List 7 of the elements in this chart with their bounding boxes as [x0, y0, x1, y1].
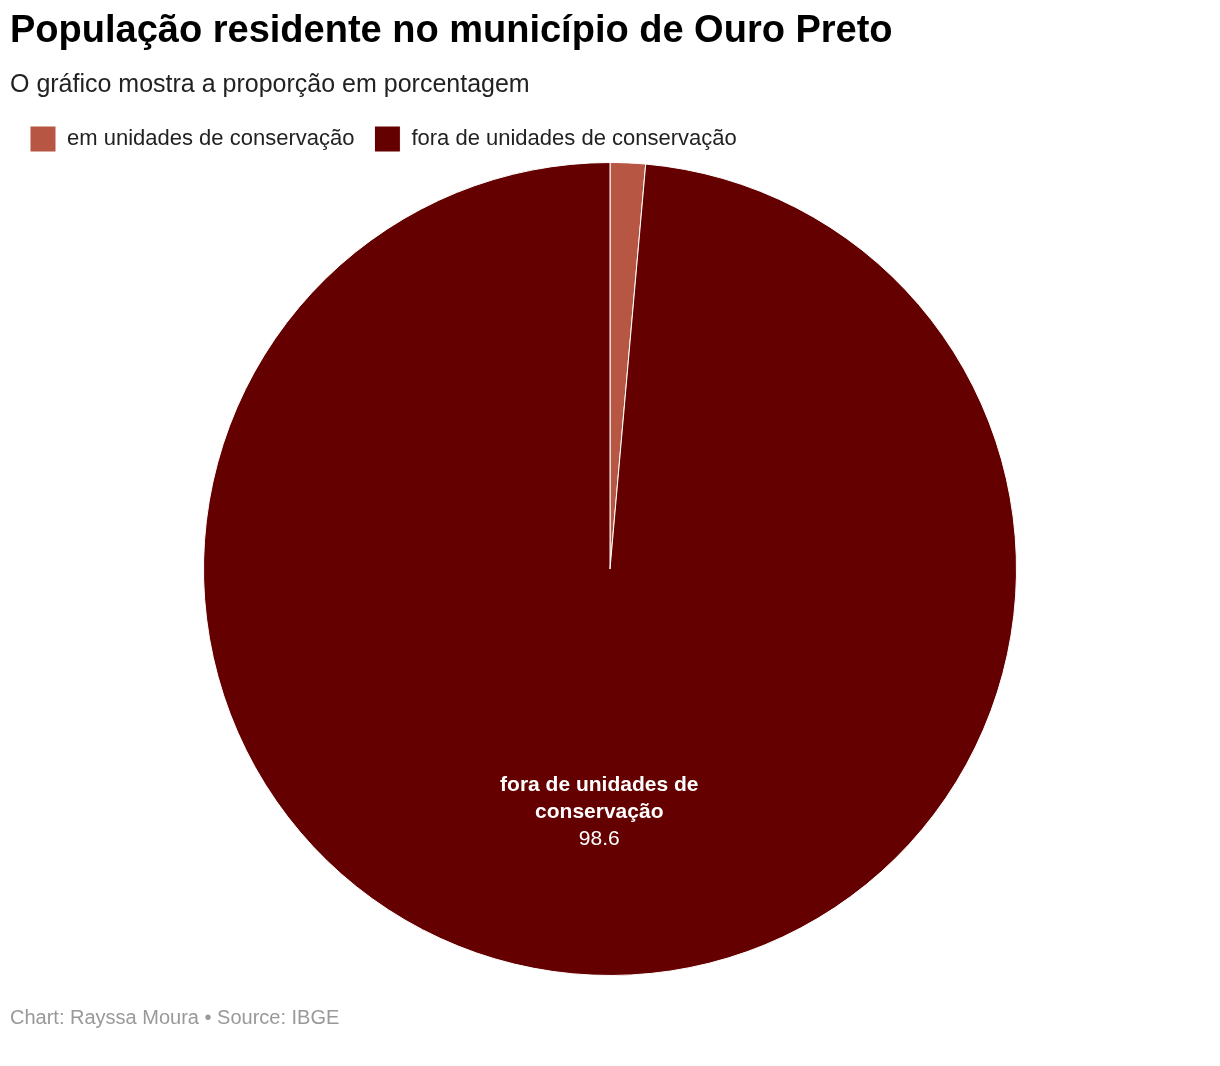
- legend-label: em unidades de conservação: [67, 125, 355, 151]
- slice-label: fora de unidades de conservação: [500, 772, 699, 823]
- text: Chart: Rayssa Moura • Source: IBGE: [10, 1006, 341, 1029]
- chart-subtitle: O gráfico mostra a proporção em porcentagem: [10, 69, 531, 98]
- chart-title: População residente no município de Ouro Preto: [10, 8, 894, 51]
- data-label: 98.6: [578, 826, 620, 850]
- legend-label: fora de unidades de conservação: [411, 125, 737, 151]
